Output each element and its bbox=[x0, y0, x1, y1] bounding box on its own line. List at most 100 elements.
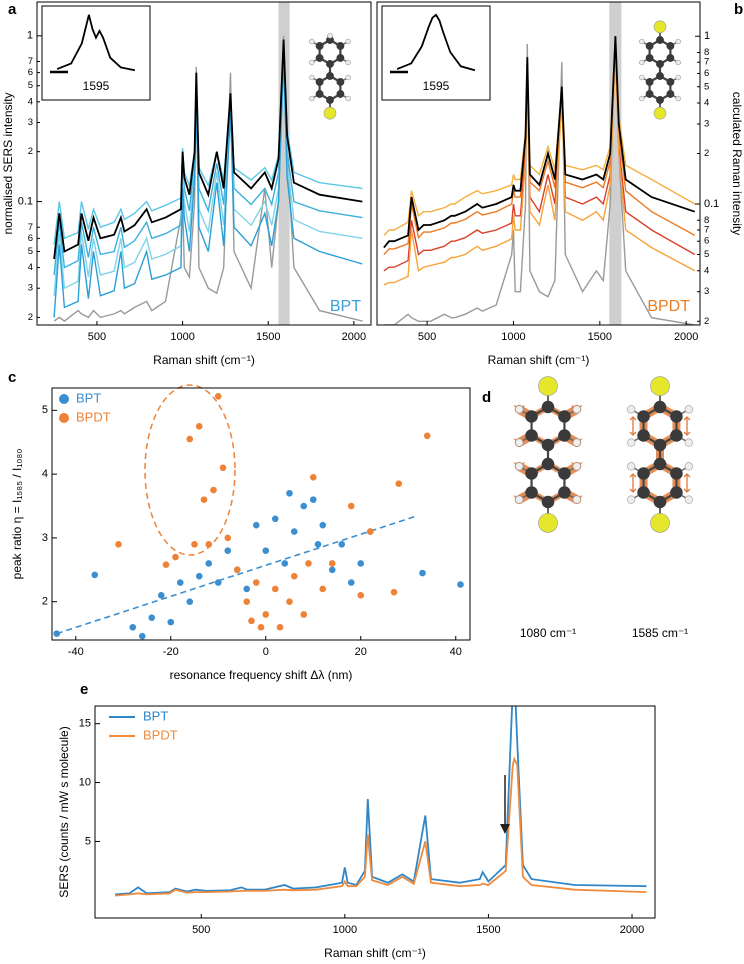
data-point bbox=[195, 572, 203, 580]
y-tick-label: 2 bbox=[704, 148, 709, 159]
data-point bbox=[357, 560, 365, 567]
y-tick-label: 4 bbox=[704, 98, 709, 109]
hydrogen-atom bbox=[684, 462, 693, 471]
carbon-atom bbox=[645, 78, 654, 86]
legend-label: BPDT bbox=[143, 727, 178, 742]
highlight-band bbox=[609, 2, 622, 325]
spectrum-line bbox=[383, 39, 696, 255]
data-point bbox=[167, 618, 175, 626]
legend-label: BPT bbox=[76, 390, 101, 405]
legend-marker bbox=[59, 413, 69, 423]
carbon-atom bbox=[645, 90, 654, 98]
data-point bbox=[172, 553, 179, 561]
x-tick-label: 2000 bbox=[674, 331, 698, 343]
data-point bbox=[457, 581, 464, 588]
x-tick-label: 1500 bbox=[588, 331, 612, 343]
carbon-atom bbox=[326, 36, 334, 44]
sulfur-atom bbox=[538, 513, 558, 533]
molecule-label: BPDT bbox=[647, 298, 690, 315]
y-tick-label: 1 bbox=[27, 30, 33, 42]
carbon-atom bbox=[525, 429, 538, 442]
x-axis-title: resonance frequency shift Δλ (nm) bbox=[170, 668, 353, 682]
data-point bbox=[219, 464, 227, 472]
hydrogen-atom bbox=[309, 74, 315, 81]
sulfur-atom bbox=[653, 20, 667, 34]
data-point bbox=[224, 534, 232, 542]
data-point bbox=[200, 496, 208, 503]
hydrogen-atom bbox=[675, 38, 681, 45]
x-tick-label: 1000 bbox=[501, 331, 525, 343]
hydrogen-atom bbox=[639, 95, 645, 102]
inset-tick-label: 1595 bbox=[83, 79, 110, 93]
carbon-atom bbox=[525, 467, 538, 480]
hydrogen-atom bbox=[684, 405, 693, 414]
data-point bbox=[309, 496, 317, 503]
data-point bbox=[186, 435, 194, 443]
x-tick-label: 40 bbox=[450, 646, 462, 658]
hydrogen-atom bbox=[309, 59, 315, 66]
data-point bbox=[91, 571, 99, 579]
data-point bbox=[328, 560, 336, 567]
carbon-atom bbox=[656, 96, 664, 104]
inset-line bbox=[396, 13, 476, 72]
data-point bbox=[276, 623, 284, 631]
sulfur-atom bbox=[650, 376, 670, 396]
data-point bbox=[271, 515, 279, 523]
data-point bbox=[243, 598, 251, 606]
x-tick-label: 500 bbox=[192, 924, 210, 936]
hydrogen-atom bbox=[572, 462, 581, 471]
carbon-atom bbox=[653, 495, 667, 509]
carbon-atom bbox=[653, 438, 667, 452]
carbon-atom bbox=[558, 410, 571, 423]
plot-frame bbox=[376, 1, 701, 326]
carbon-atom bbox=[541, 400, 555, 414]
data-point bbox=[214, 392, 222, 400]
data-point bbox=[347, 579, 355, 586]
spectrum-line bbox=[115, 756, 647, 897]
data-point bbox=[290, 528, 298, 535]
spectrum-line bbox=[383, 48, 696, 286]
data-point bbox=[248, 617, 255, 625]
hydrogen-atom bbox=[675, 74, 681, 81]
legend-marker bbox=[59, 394, 69, 404]
hydrogen-atom bbox=[675, 59, 681, 66]
x-tick-label: 1000 bbox=[333, 924, 357, 936]
panel-label: b bbox=[734, 1, 743, 18]
data-point bbox=[205, 560, 213, 567]
vibration-arrow bbox=[629, 473, 637, 493]
y-tick-label: 5 bbox=[28, 80, 33, 91]
carbon-atom bbox=[656, 60, 664, 68]
data-point bbox=[319, 585, 327, 593]
data-point bbox=[286, 489, 293, 497]
x-tick-label: 1500 bbox=[476, 924, 500, 936]
spectrum-line bbox=[383, 43, 696, 272]
carbon-atom bbox=[666, 90, 675, 98]
y-tick-label: 0.1 bbox=[704, 198, 719, 210]
inset-line bbox=[56, 14, 136, 72]
carbon-atom bbox=[525, 410, 538, 423]
data-point bbox=[290, 572, 298, 580]
panel-label: a bbox=[8, 1, 17, 18]
data-point bbox=[195, 422, 203, 430]
carbon-atom bbox=[645, 42, 654, 50]
y-tick-label: 4 bbox=[42, 468, 48, 480]
spectrum-line bbox=[53, 35, 363, 322]
y-axis-title: SERS (counts / mW s molecule) bbox=[57, 726, 71, 897]
y-tick-label: 4 bbox=[704, 265, 709, 276]
x-tick-label: 2000 bbox=[620, 924, 644, 936]
y-tick-label: 2 bbox=[704, 316, 709, 327]
data-point bbox=[233, 566, 241, 574]
data-point bbox=[338, 541, 346, 548]
hydrogen-atom bbox=[309, 95, 315, 102]
carbon-atom bbox=[670, 467, 683, 480]
vibration-arrow bbox=[683, 473, 691, 493]
data-point bbox=[309, 474, 317, 481]
carbon-atom bbox=[653, 457, 667, 471]
carbon-atom bbox=[656, 72, 664, 80]
hydrogen-atom bbox=[515, 438, 524, 447]
carbon-atom bbox=[326, 72, 334, 80]
hydrogen-atom bbox=[345, 38, 351, 45]
data-point bbox=[357, 592, 365, 599]
carbon-atom bbox=[326, 96, 334, 104]
